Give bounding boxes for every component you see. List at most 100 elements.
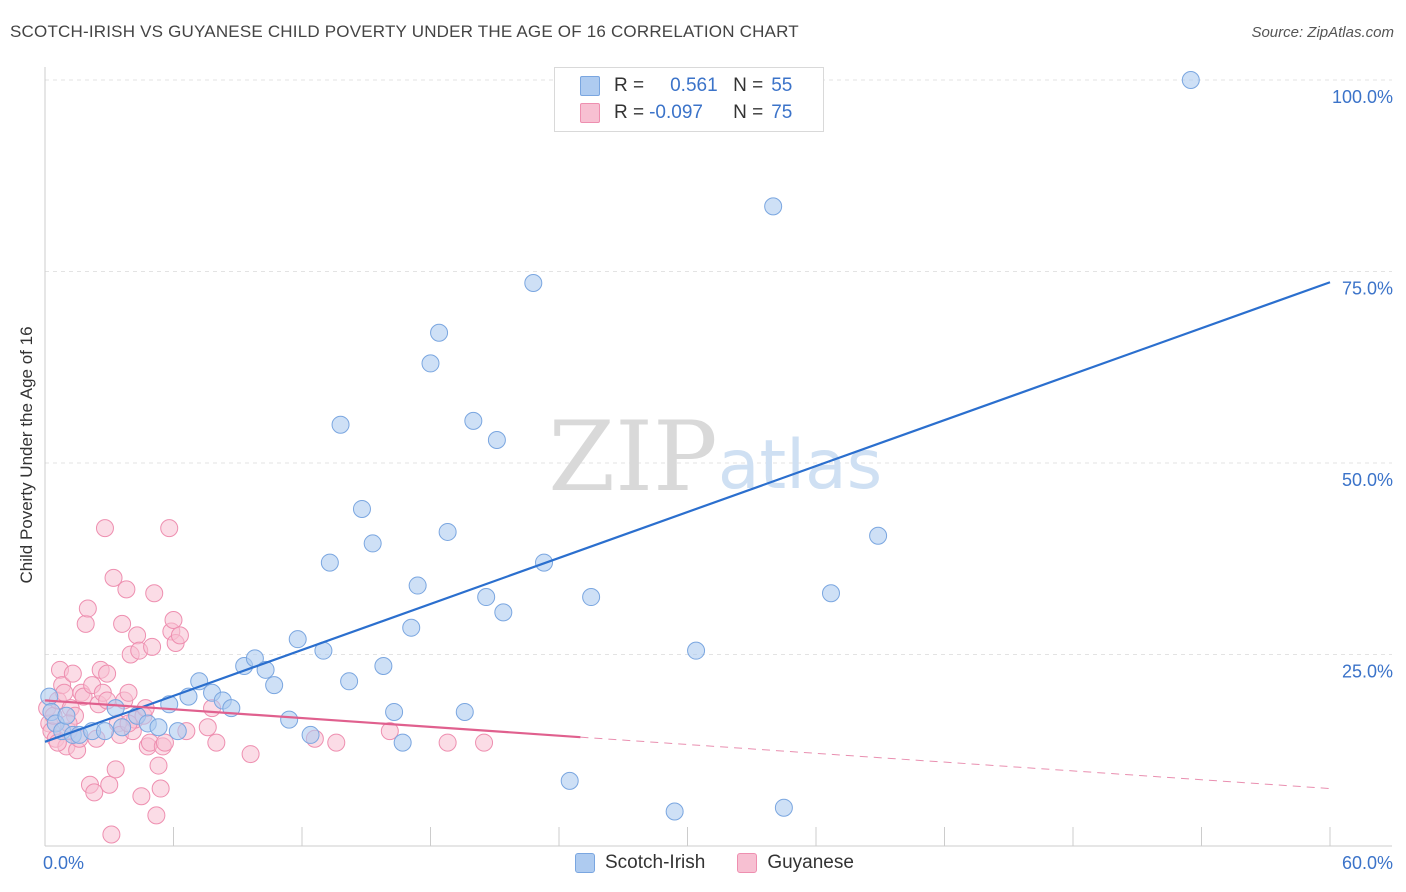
source-label: Source: ZipAtlas.com [1251,24,1394,41]
scotch-irish-point [352,499,371,518]
y-tick-label: 50.0% [1342,470,1393,490]
guyanese-point [55,683,74,702]
guyanese-point [155,733,174,752]
legend-r-label: R = [614,75,645,96]
scotch-irish-point [438,522,457,541]
scotch-irish-point [665,802,684,821]
scotch-irish-point [1181,71,1200,89]
guyanese-point [147,806,166,825]
guyanese-point [119,683,138,702]
axes [44,67,1392,847]
scotch-irish-point [95,722,114,741]
scotch-irish-point [560,771,579,790]
y-tick-label: 25.0% [1342,662,1393,682]
guyanese-point [149,756,168,775]
scotch-irish-point [524,273,543,292]
legend-n-label: N = [733,75,764,96]
legend-swatch-blue [580,76,600,96]
scotch-irish-point [821,584,840,603]
scotch-irish-point [320,553,339,572]
correlation-legend: R = 0.561 N = 55 R = -0.097 N = 75 [554,67,824,132]
guyanese-points [38,519,494,844]
guyanese-point [132,787,151,806]
guyanese-trend-line [44,699,581,739]
watermark-zip: ZIP [548,401,717,513]
guyanese-point [104,568,123,587]
y-tick-label: 100.0% [1332,87,1393,107]
guyanese-point [100,775,119,794]
series-legend: Scotch-Irish Guyanese [575,852,854,874]
watermark: ZIP atlas [548,401,882,513]
scotch-irish-point [455,702,474,721]
scotch-irish-point [374,656,393,675]
guyanese-point [143,637,162,656]
guyanese-point [98,664,117,683]
scotch-irish-point [280,710,299,729]
guyanese-point [198,718,217,737]
guyanese-point [164,611,183,630]
guyanese-point [95,519,114,538]
guyanese-point [106,760,125,779]
scotch-irish-point [288,630,307,649]
scotch-irish-point [582,588,601,607]
guyanese-point [145,584,164,603]
scotch-irish-point [393,733,412,752]
scotch-irish-point [487,431,506,450]
scotch-irish-point [774,798,793,817]
scotch-irish-point [57,706,76,725]
legend-n-value: 55 [771,75,793,96]
guyanese-point [85,783,104,802]
guyanese-point [438,733,457,752]
scotch-irish-point [301,725,320,744]
scotch-irish-point [430,323,449,342]
scotch-irish-point [402,618,421,637]
scotch-irish-point [408,576,427,595]
y-tick-label: 75.0% [1342,279,1393,299]
scotch-irish-point [149,718,168,737]
scotch-irish-point [477,588,496,607]
scotch-irish-point [168,722,187,741]
scotch-irish-point [113,718,132,737]
scotch-irish-point [40,687,59,706]
guyanese-point [117,580,136,599]
guyanese-point [113,614,132,633]
guyanese-point [160,519,179,538]
guyanese-point [241,745,260,764]
scotch-irish-point [265,676,284,695]
guyanese-point [102,825,121,844]
guyanese-point [63,664,82,683]
gridlines [45,79,1392,655]
guyanese-point [327,733,346,752]
legend-r-value: 0.561 [670,75,718,96]
chart-title: SCOTCH-IRISH VS GUYANESE CHILD POVERTY U… [10,22,799,41]
x-tick-label: 0.0% [43,853,84,873]
scotch-irish-point [687,641,706,660]
scotch-irish-point [494,603,513,622]
legend-n-label: N = [733,102,764,123]
guyanese-point [78,599,97,618]
series-label-guyanese: Guyanese [767,852,854,873]
scotch-irish-points [40,71,1200,821]
scotch-irish-point [331,415,350,434]
scotch-irish-point [464,411,483,430]
legend-r-value: -0.097 [649,102,703,123]
guyanese-point [128,626,147,645]
guyanese-point [170,626,189,645]
scotch-irish-point [363,534,382,553]
trend-lines [44,281,1331,790]
guyanese-point [475,733,494,752]
guyanese-point [76,614,95,633]
guyanese-point [207,733,226,752]
guyanese-point [380,722,399,741]
guyanese-trend-line-dashed [580,736,1331,790]
scotch-irish-point [869,526,888,545]
tick-labels: 25.0% 50.0% 75.0% 100.0% 0.0% 60.0% [43,87,1393,873]
legend-r-label: R = [614,102,645,123]
series-swatch-guyanese [737,853,758,873]
legend-row-scotch-irish: R = 0.561 N = 55 [580,73,792,99]
legend-row-guyanese: R = -0.097 N = 75 [580,100,792,126]
guyanese-point [151,779,170,798]
legend-n-value: 75 [771,102,793,123]
x-tick-label: 60.0% [1342,853,1393,873]
